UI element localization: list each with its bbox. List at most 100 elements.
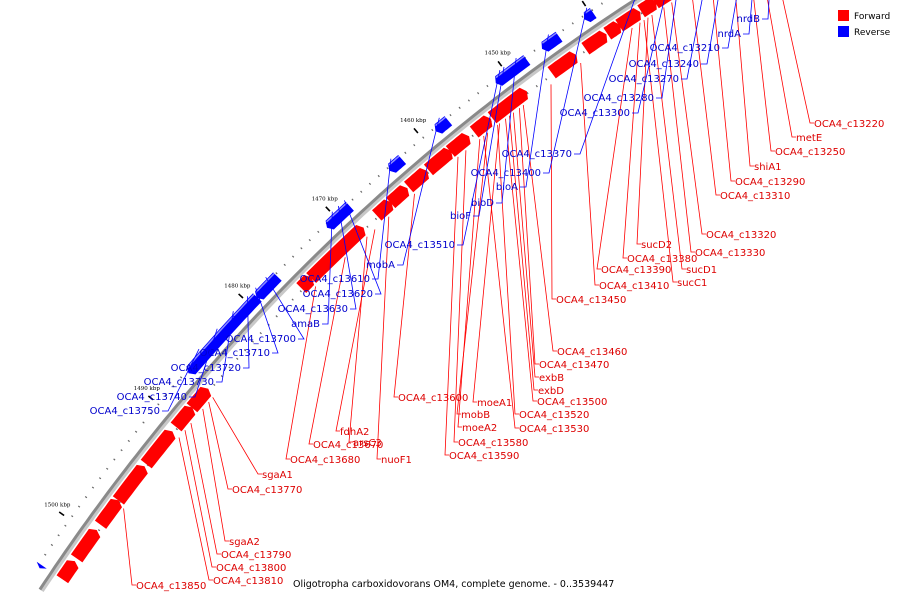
gene-label-forward[interactable]: mobB	[461, 410, 490, 421]
leader-line	[456, 132, 489, 415]
leader-line	[178, 437, 213, 581]
tick-minor	[467, 99, 470, 102]
gene-label-forward[interactable]: fdhA2	[340, 427, 369, 438]
gene-label-forward[interactable]: OCA4_c13670	[313, 440, 383, 451]
tick-minor	[486, 84, 489, 88]
gene-label-forward[interactable]: OCA4_c13530	[519, 424, 589, 435]
leader-line	[574, 0, 635, 155]
reverse-gene-labels: nrdB nrdA OCA4_c13210 OCA4_c13240 OCA4_c1327…	[90, 0, 770, 417]
gene-block	[36, 561, 47, 569]
gene-label-forward[interactable]: OCA4_c13410	[599, 281, 669, 292]
leader-line	[743, 0, 753, 35]
gene-label-forward[interactable]: metE	[796, 133, 822, 144]
leader-line	[497, 124, 519, 415]
gene-label-forward[interactable]: OCA4_c13810	[213, 576, 283, 587]
leader-line	[208, 401, 232, 490]
gene-label-forward[interactable]: exbB	[539, 373, 564, 384]
leader-line	[671, 2, 706, 235]
gene-label-forward[interactable]: sucD1	[686, 265, 717, 276]
gene-label-reverse[interactable]: OCA4_c13610	[300, 274, 370, 285]
gene-block	[603, 21, 623, 42]
tick-label: 1480 kbp	[224, 284, 251, 290]
gene-label-reverse[interactable]: OCA4_c13740	[117, 392, 187, 403]
leader-line	[509, 115, 538, 391]
gene-label-reverse[interactable]: bioA	[496, 182, 518, 193]
gene-label-forward[interactable]: shiA1	[754, 162, 782, 173]
gene-label-reverse[interactable]: OCA4_c13300	[560, 108, 630, 119]
gene-label-forward[interactable]: sgaA2	[229, 537, 260, 548]
leader-line	[701, 0, 719, 65]
tick-minor	[106, 467, 109, 470]
gene-label-forward[interactable]: OCA4_c13520	[519, 410, 589, 421]
tick-minor	[113, 458, 116, 461]
gene-label-forward[interactable]: OCA4_c13590	[449, 451, 519, 462]
gene-label-forward[interactable]: OCA4_c13500	[537, 397, 607, 408]
gene-label-forward[interactable]: moeA2	[462, 423, 497, 434]
gene-label-forward[interactable]: OCA4_c13390	[601, 265, 671, 276]
gene-block	[94, 498, 124, 531]
tick-minor	[275, 272, 278, 275]
tick-minor	[64, 524, 67, 527]
tick-minor	[640, 12, 643, 15]
gene-label-reverse[interactable]: OCA4_c13370	[502, 149, 572, 160]
tick-major	[147, 395, 154, 401]
gene-label-forward[interactable]: OCA4_c13380	[627, 254, 697, 265]
leader-line	[216, 311, 234, 383]
gene-label-forward[interactable]: OCA4_c13220	[814, 119, 884, 130]
gene-label-forward[interactable]: OCA4_c13600	[398, 393, 468, 404]
gene-label-forward[interactable]: exbD	[538, 386, 564, 397]
gene-label-reverse[interactable]: OCA4_c13730	[144, 377, 214, 388]
gene-label-forward[interactable]: OCA4_c13290	[735, 177, 805, 188]
gene-label-reverse[interactable]: OCA4_c13750	[90, 406, 160, 417]
genome-backbone	[38, 0, 643, 593]
gene-label-forward[interactable]: OCA4_c13470	[539, 360, 609, 371]
gene-label-reverse[interactable]: OCA4_c13210	[650, 43, 720, 54]
leader-line	[651, 14, 686, 270]
gene-label-reverse[interactable]: bioF	[450, 211, 471, 222]
tick-minor	[366, 225, 369, 228]
gene-label-forward[interactable]: sgaA1	[262, 470, 293, 481]
gene-label-reverse[interactable]: OCA4_c13400	[471, 168, 541, 179]
leader-line	[543, 7, 588, 174]
leader-line	[782, 0, 814, 124]
gene-label-reverse[interactable]: OCA4_c13240	[629, 59, 699, 70]
gene-label-forward[interactable]: nuoF1	[381, 455, 412, 466]
gene-label-forward[interactable]: OCA4_c13320	[706, 230, 776, 241]
gene-label-forward[interactable]: arsC3	[353, 438, 382, 449]
tick-minor	[449, 114, 452, 117]
tick-minor	[127, 439, 130, 443]
gene-label-reverse[interactable]: OCA4_c13620	[303, 289, 373, 300]
gene-label-forward[interactable]: moeA1	[477, 398, 512, 409]
gene-label-forward[interactable]: OCA4_c13680	[290, 455, 360, 466]
gene-label-reverse[interactable]: OCA4_c13270	[609, 74, 679, 85]
gene-label-reverse[interactable]: OCA4_c13630	[278, 304, 348, 315]
gene-label-forward[interactable]: OCA4_c13310	[720, 191, 790, 202]
gene-label-reverse[interactable]: bioD	[471, 198, 494, 209]
gene-label-reverse[interactable]: OCA4_c13280	[584, 93, 654, 104]
gene-label-forward[interactable]: sucD2	[641, 240, 672, 251]
gene-label-forward[interactable]: OCA4_c13460	[557, 347, 627, 358]
gene-label-forward[interactable]: OCA4_c13450	[556, 295, 626, 306]
gene-label-forward[interactable]: sucC1	[677, 278, 707, 289]
leader-line	[457, 139, 481, 428]
gene-label-forward[interactable]: OCA4_c13800	[216, 563, 286, 574]
leader-line	[753, 0, 775, 152]
gene-label-forward[interactable]: OCA4_c13790	[221, 550, 291, 561]
gene-block	[423, 147, 455, 177]
tick-minor	[477, 92, 480, 95]
gene-label-forward[interactable]: OCA4_c13770	[232, 485, 302, 496]
leader-line	[453, 150, 467, 443]
gene-label-forward[interactable]: OCA4_c13250	[775, 147, 845, 158]
leader-line	[520, 34, 549, 188]
gene-label-reverse[interactable]: OCA4_c13720	[171, 363, 241, 374]
gene-label-reverse[interactable]: OCA4_c13700	[226, 334, 296, 345]
gene-label-reverse[interactable]: OCA4_c13710	[200, 348, 270, 359]
gene-label-reverse[interactable]: nrdB	[737, 14, 761, 25]
gene-label-reverse[interactable]: nrdA	[718, 29, 742, 40]
gene-label-reverse[interactable]: OCA4_c13510	[385, 240, 455, 251]
gene-label-reverse[interactable]: mobA	[366, 260, 395, 271]
gene-label-forward[interactable]: OCA4_c13330	[695, 248, 765, 259]
gene-label-reverse[interactable]: amaB	[291, 319, 320, 330]
gene-label-forward[interactable]: OCA4_c13850	[136, 581, 206, 592]
gene-label-forward[interactable]: OCA4_c13580	[458, 438, 528, 449]
